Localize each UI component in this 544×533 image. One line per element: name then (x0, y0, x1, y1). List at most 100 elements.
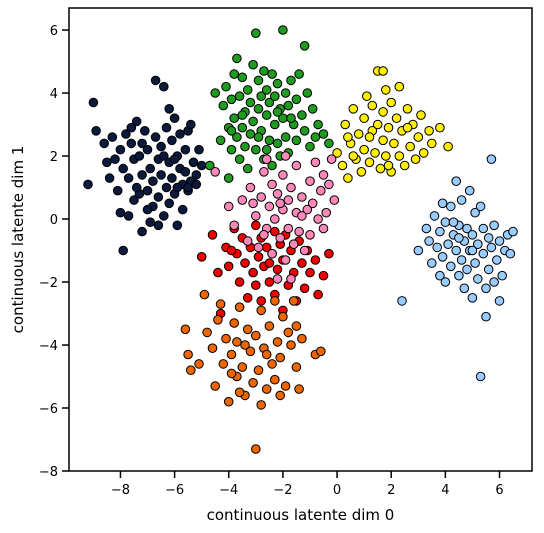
x-axis-label: continuous latente dim 0 (207, 506, 395, 524)
scatter-point (237, 110, 248, 120)
scatter-point (448, 217, 459, 227)
scatter-point (229, 113, 239, 123)
x-tick-label: 4 (441, 483, 449, 498)
scatter-point (223, 396, 234, 407)
scatter-point (270, 119, 280, 130)
scatter-point (137, 226, 147, 237)
scatter-point (164, 104, 174, 114)
scatter-point (310, 255, 321, 265)
scatter-point (207, 343, 218, 354)
scatter-point (142, 144, 153, 155)
scatter-point (88, 97, 99, 108)
scatter-point (291, 362, 302, 372)
scatter-point (110, 154, 120, 164)
scatter-point (280, 255, 291, 265)
scatter-point (226, 126, 237, 136)
scatter-point (446, 261, 456, 272)
scatter-point (177, 204, 188, 215)
y-tick-label: 4 (50, 87, 58, 102)
scatter-point (229, 220, 239, 231)
scatter-point (248, 116, 258, 127)
y-tick-label: −4 (39, 339, 58, 354)
scatter-point (305, 230, 315, 240)
scatter-point (283, 195, 294, 205)
scatter-point (91, 126, 101, 136)
scatter-point (242, 163, 253, 174)
scatter-point (402, 122, 413, 133)
scatter-point (186, 365, 196, 376)
scatter-point (375, 163, 386, 174)
scatter-point (196, 160, 207, 171)
scatter-point (196, 251, 207, 262)
scatter-point (270, 214, 280, 224)
scatter-point (253, 251, 264, 262)
scatter-point (486, 154, 497, 164)
scatter-point (248, 378, 258, 388)
scatter-point (240, 340, 250, 350)
scatter-point (324, 248, 334, 259)
scatter-point (316, 346, 326, 357)
scatter-point (508, 226, 518, 237)
scatter-point (251, 444, 261, 454)
scatter-point (242, 293, 253, 303)
scatter-point (451, 245, 462, 256)
scatter-point (251, 220, 261, 231)
scatter-point (291, 94, 302, 105)
scatter-point (172, 220, 183, 231)
scatter-point (456, 195, 467, 205)
y-tick-label: −6 (39, 402, 58, 417)
scatter-point (270, 374, 280, 385)
scatter-point (299, 41, 310, 51)
scatter-point (272, 274, 283, 284)
scatter-point (137, 170, 147, 180)
scatter-point (267, 69, 277, 79)
scatter-point (242, 324, 253, 335)
scatter-point (313, 119, 323, 130)
scatter-point (251, 330, 261, 341)
scatter-point (386, 97, 397, 108)
scatter-point (99, 138, 109, 149)
scatter-point (272, 264, 283, 275)
scatter-point (248, 59, 258, 70)
scatter-point (264, 135, 275, 146)
scatter-point (280, 381, 291, 391)
scatter-point (167, 173, 177, 183)
scatter-point (302, 204, 313, 215)
scatter-point (310, 157, 321, 168)
scatter-point (104, 173, 115, 183)
scatter-point (210, 88, 220, 98)
scatter-point (226, 368, 237, 379)
scatter-point (226, 349, 237, 360)
scatter-point (207, 230, 218, 240)
scatter-point (240, 141, 250, 152)
scatter-point (324, 138, 334, 149)
scatter-point (394, 81, 405, 92)
scatter-point (297, 258, 307, 268)
scatter-point (305, 141, 315, 152)
scatter-point (175, 129, 185, 139)
scatter-point (367, 100, 378, 111)
x-tick-label: −4 (219, 483, 238, 498)
scatter-point (486, 242, 497, 253)
scatter-point (194, 359, 204, 369)
scatter-point (432, 242, 443, 253)
scatter-point (251, 280, 261, 291)
scatter-point (215, 299, 226, 309)
scatter-point (237, 195, 248, 205)
scatter-point (180, 144, 191, 155)
scatter-point (275, 233, 286, 243)
scatter-point (253, 365, 264, 376)
scatter-point (348, 104, 359, 114)
scatter-point (234, 91, 245, 101)
scatter-point (134, 151, 145, 161)
y-tick-label: 6 (50, 24, 58, 39)
scatter-point (294, 69, 304, 79)
scatter-point (307, 104, 318, 114)
scatter-point (294, 384, 304, 394)
scatter-point (326, 154, 337, 164)
scatter-point (153, 220, 164, 231)
scatter-point (275, 390, 286, 401)
scatter-point (402, 104, 413, 114)
scatter-point (405, 141, 416, 152)
